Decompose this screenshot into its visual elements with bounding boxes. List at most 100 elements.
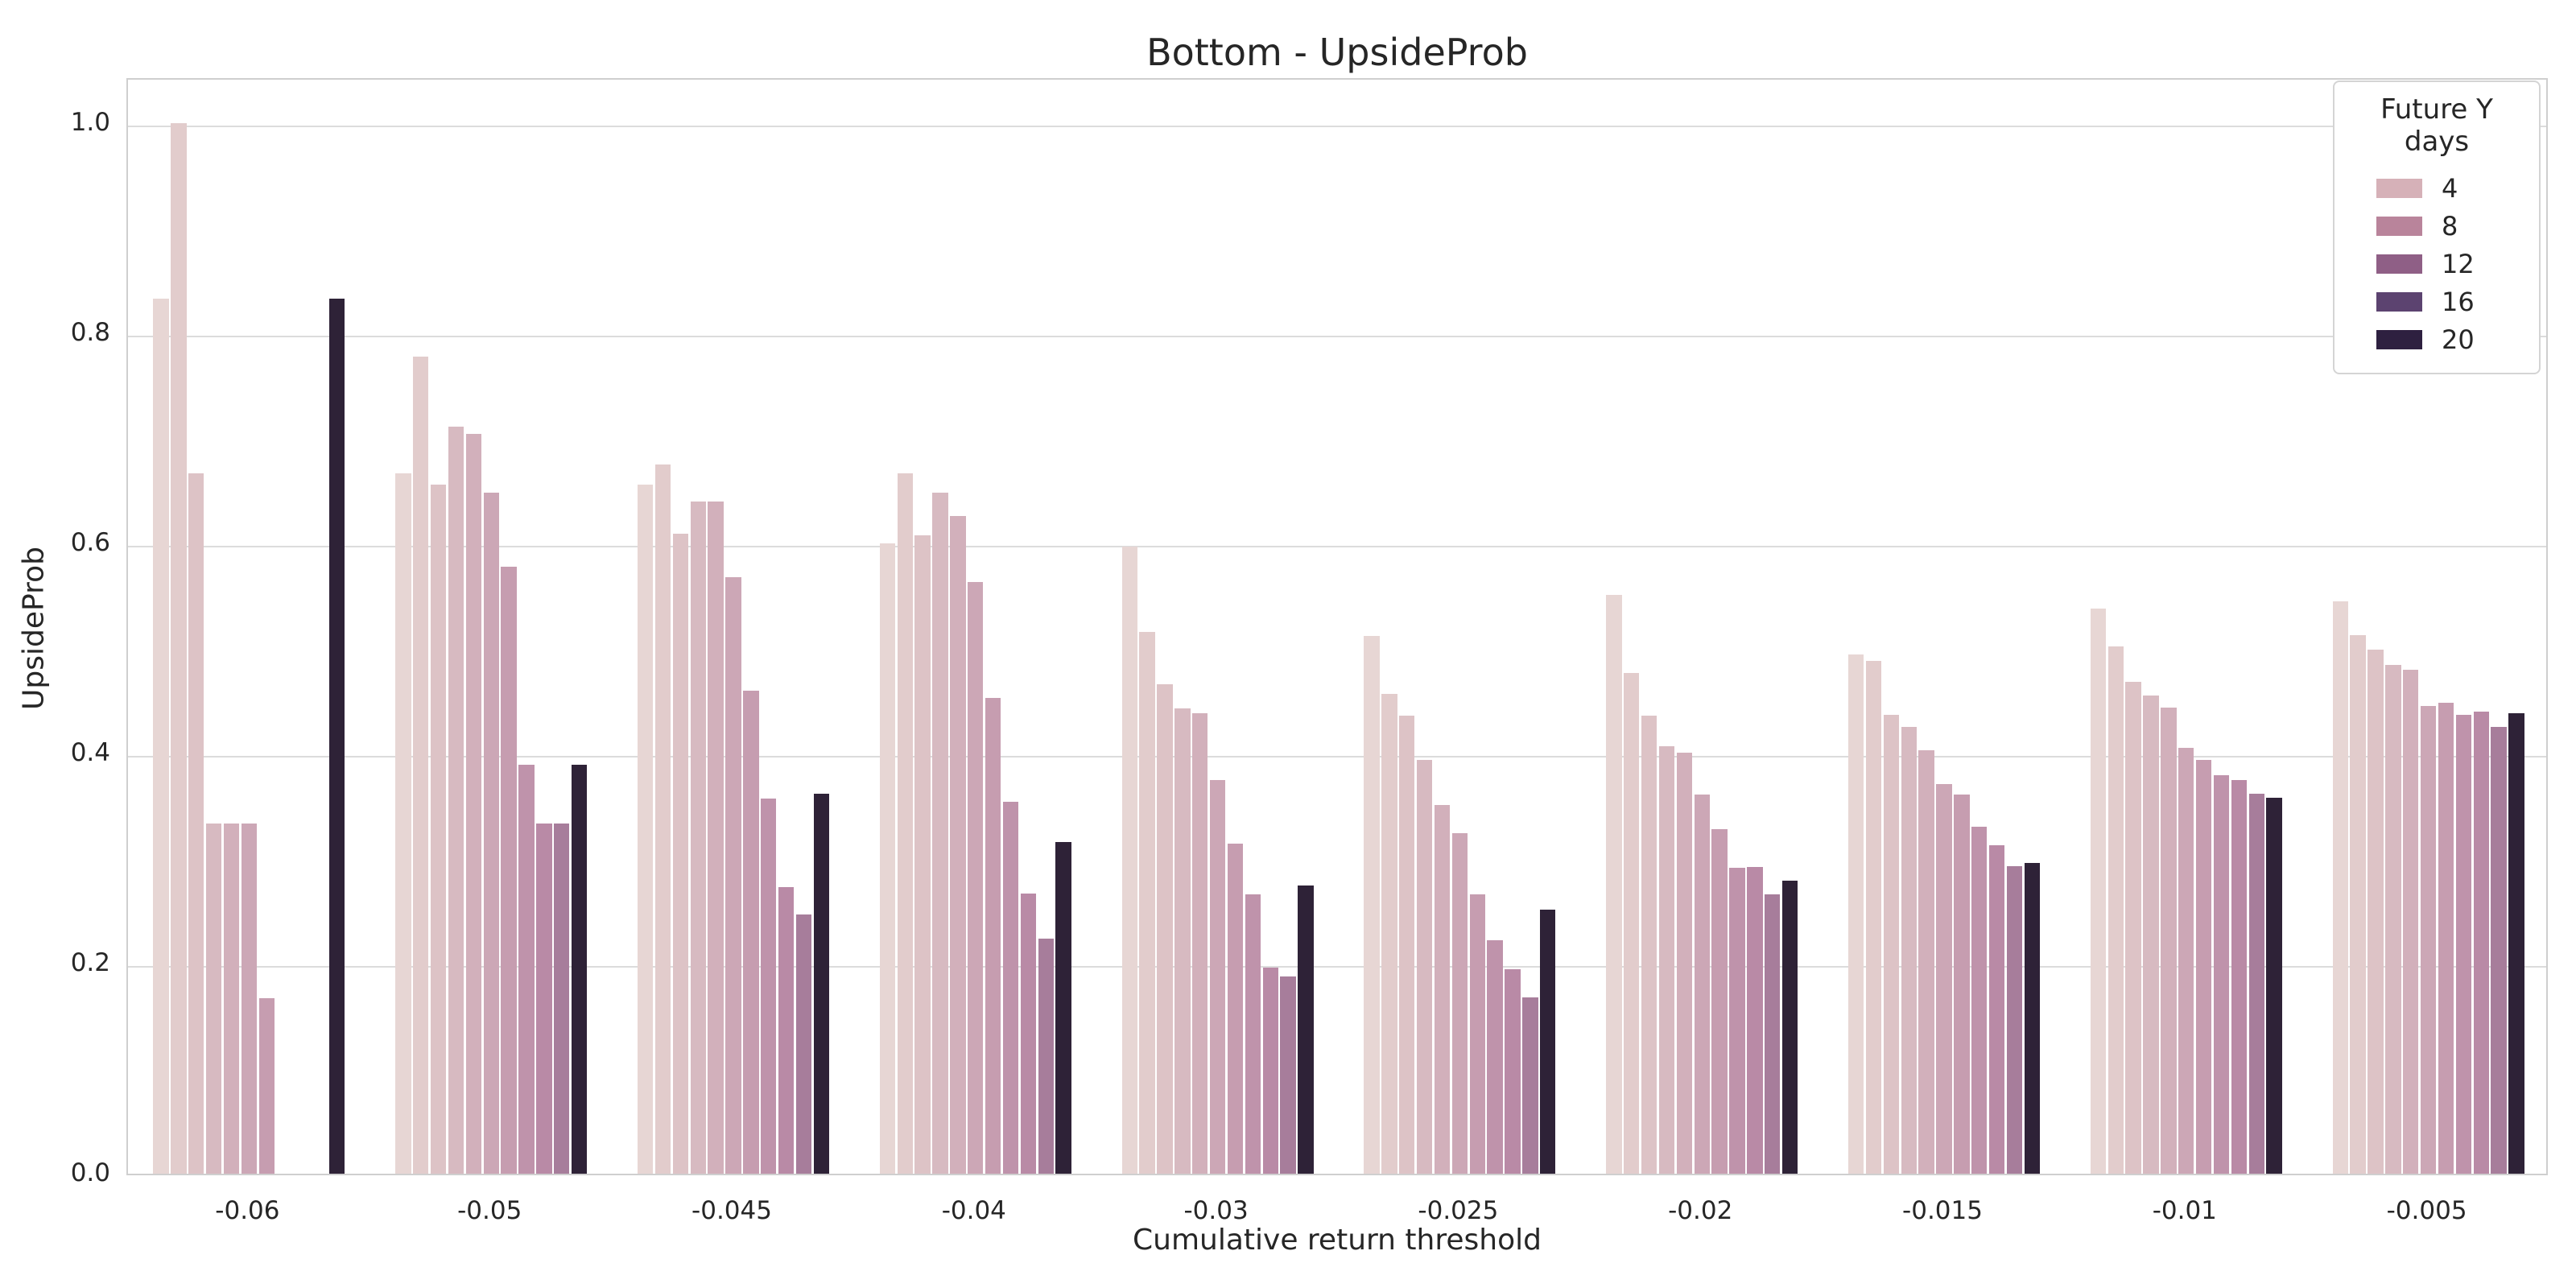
bar--0.005-days20 [2508,713,2524,1174]
bar--0.06-days10 [258,998,275,1174]
bar--0.005-days7 [2385,665,2401,1174]
bar--0.04-days8 [950,516,966,1174]
bar--0.04-days7 [932,493,948,1174]
bar--0.025-days10 [1469,894,1485,1174]
bar--0.05-days7 [448,427,464,1174]
x-tick-label--0.05: -0.05 [457,1196,522,1225]
bar--0.01-days5 [2107,646,2124,1174]
bar--0.01-days13 [2248,793,2264,1174]
bar--0.01-days7 [2143,696,2159,1174]
gridline-y-0.4 [128,756,2546,758]
bar--0.025-days9 [1451,833,1468,1174]
bar--0.02-days11 [1729,868,1745,1174]
bar--0.01-days11 [2213,775,2230,1174]
x-tick-label--0.005: -0.005 [2386,1196,2467,1225]
bar--0.015-days8 [1918,750,1934,1174]
bar--0.025-days12 [1505,968,1521,1174]
bar--0.04-days20 [1055,841,1071,1174]
bar--0.06-days9 [241,824,258,1174]
bar--0.015-days10 [1954,794,1970,1174]
legend-swatch-8 [2376,216,2422,236]
y-tick-label-0.8: 0.8 [70,318,110,347]
x-tick-label--0.045: -0.045 [691,1196,772,1225]
bar--0.045-days6 [672,534,689,1174]
bar--0.025-days20 [1540,910,1556,1174]
legend-label-16: 16 [2442,286,2475,317]
bar--0.025-days7 [1416,759,1433,1174]
bar--0.025-days4 [1364,635,1380,1174]
bar--0.04-days12 [1020,893,1037,1174]
plot-area [126,78,2548,1175]
bar--0.015-days7 [1901,727,1917,1174]
legend: Future Y days 4 8 12 16 20 [2333,80,2541,374]
y-axis-label: UpsideProb [17,547,51,710]
bar--0.015-days11 [1971,827,1988,1174]
bar--0.04-days4 [879,543,896,1174]
bar--0.01-days10 [2195,759,2212,1174]
bar--0.02-days7 [1658,745,1675,1174]
legend-item-12: 12 [2354,245,2520,283]
bar--0.04-days11 [1002,802,1019,1174]
legend-swatch-20 [2376,329,2422,349]
x-tick-label--0.015: -0.015 [1902,1196,1983,1225]
bar--0.03-days4 [1121,546,1137,1174]
bar--0.03-days9 [1209,779,1226,1174]
gridline-y-0.6 [128,546,2546,547]
bar--0.06-days4 [153,298,169,1174]
bar--0.015-days12 [1988,844,2005,1174]
bar--0.03-days5 [1139,631,1155,1174]
bar--0.02-days12 [1747,866,1763,1174]
bar--0.04-days9 [968,582,984,1174]
legend-label-8: 8 [2442,210,2458,242]
x-tick-label--0.025: -0.025 [1418,1196,1499,1225]
y-tick-label-0.2: 0.2 [70,948,110,977]
y-tick-label-0.0: 0.0 [70,1158,110,1187]
bar--0.045-days13 [795,914,812,1174]
bar--0.045-days7 [690,501,706,1174]
bar--0.045-days11 [761,799,777,1174]
bar--0.025-days5 [1381,693,1397,1174]
bar--0.045-days12 [778,886,795,1174]
x-tick-label--0.01: -0.01 [2152,1196,2217,1225]
legend-label-4: 4 [2442,172,2458,204]
bar--0.045-days8 [708,501,724,1174]
bar--0.005-days4 [2332,601,2348,1174]
bar--0.02-days20 [1781,880,1798,1174]
bar--0.04-days6 [914,535,931,1174]
bar--0.03-days8 [1192,713,1208,1174]
bar--0.045-days20 [813,793,830,1174]
bar--0.015-days6 [1883,714,1900,1174]
bar--0.025-days6 [1399,716,1415,1174]
legend-swatch-16 [2376,291,2422,312]
bar--0.015-days13 [2006,865,2023,1174]
legend-label-20: 20 [2442,324,2475,355]
bar--0.03-days10 [1227,844,1244,1174]
bar--0.025-days13 [1522,997,1538,1174]
bar--0.015-days9 [1936,783,1952,1174]
bar--0.005-days5 [2350,634,2366,1174]
bar--0.005-days12 [2473,711,2489,1174]
gridline-y-1.0 [128,126,2546,127]
legend-label-12: 12 [2442,248,2475,279]
bar--0.02-days8 [1676,752,1692,1174]
bar--0.02-days4 [1606,594,1622,1174]
bar--0.05-days11 [518,765,535,1174]
bar--0.05-days8 [465,434,481,1174]
bar--0.06-days7 [205,824,222,1174]
bar--0.04-days5 [897,473,913,1174]
x-tick-label--0.03: -0.03 [1183,1196,1249,1225]
x-tick-label--0.02: -0.02 [1668,1196,1733,1225]
bar--0.05-days9 [483,493,499,1174]
x-tick-label--0.04: -0.04 [941,1196,1006,1225]
bar--0.05-days5 [413,356,429,1174]
legend-swatch-12 [2376,254,2422,274]
bar--0.05-days13 [554,824,570,1174]
bar--0.01-days6 [2125,682,2141,1174]
bar--0.02-days10 [1711,828,1728,1174]
legend-swatch-4 [2376,178,2422,198]
bar--0.03-days13 [1280,976,1296,1174]
bar--0.03-days7 [1174,708,1191,1174]
x-tick-label--0.06: -0.06 [215,1196,280,1225]
chart-title: Bottom - UpsideProb [1146,31,1528,74]
